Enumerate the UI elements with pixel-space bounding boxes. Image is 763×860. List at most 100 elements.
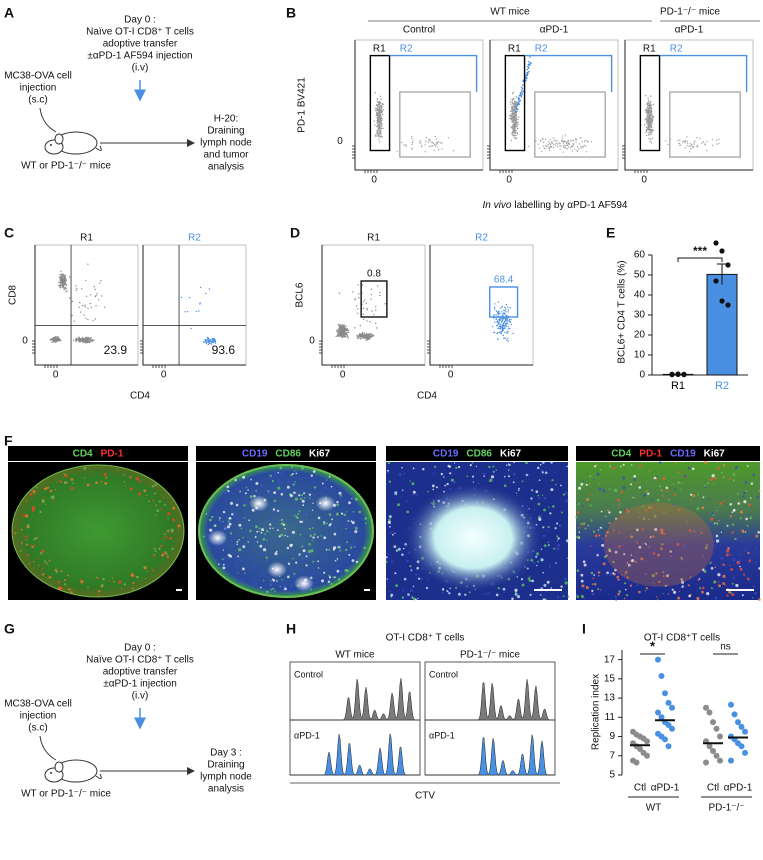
- speckle: [349, 532, 352, 535]
- speckle: [542, 495, 543, 496]
- speckle: [303, 549, 306, 552]
- speckle: [677, 481, 680, 484]
- speckle: [473, 482, 474, 483]
- speckle: [64, 579, 66, 581]
- speckle: [321, 579, 324, 582]
- event-dot: [515, 132, 516, 133]
- speckle: [548, 542, 549, 543]
- speckle: [389, 481, 391, 483]
- plot-title: OT-I CD8⁺ T cells: [386, 633, 465, 644]
- speckle: [747, 525, 749, 527]
- speckle: [301, 467, 304, 470]
- point: [675, 371, 680, 376]
- event-dot: [506, 315, 507, 316]
- speckle: [259, 545, 262, 548]
- axis-label-text: labelling by αPD-1 AF594: [514, 200, 628, 211]
- gate-r2: [660, 56, 747, 92]
- speckle: [699, 587, 701, 589]
- speckle: [696, 597, 699, 600]
- event-dot: [511, 133, 512, 134]
- event-dot: [522, 85, 524, 87]
- speckle: [155, 550, 157, 552]
- speckle: [329, 524, 331, 526]
- speckle: [594, 568, 595, 569]
- speckle: [353, 511, 355, 513]
- histogram: [425, 735, 555, 775]
- event-dot: [58, 282, 59, 283]
- gate-r2: [525, 56, 612, 92]
- speckle: [605, 516, 606, 517]
- event-dot: [514, 119, 515, 120]
- speckle: [147, 571, 148, 572]
- speckle: [295, 506, 297, 508]
- speckle: [577, 524, 579, 526]
- stain-label: Ki67: [704, 449, 726, 460]
- event-dot: [500, 307, 501, 308]
- speckle: [269, 583, 272, 586]
- event-dot: [339, 327, 340, 328]
- event-dot: [364, 335, 365, 336]
- event-dot: [509, 320, 510, 321]
- event-dot: [419, 140, 420, 141]
- speckle: [347, 520, 349, 522]
- speckle: [506, 465, 507, 466]
- speckle: [33, 544, 35, 546]
- event-dot: [436, 139, 437, 140]
- speckle: [625, 589, 627, 591]
- speckle: [650, 499, 652, 501]
- speckle: [484, 593, 486, 595]
- event-dot: [521, 90, 523, 92]
- event-dot: [510, 101, 511, 102]
- protocol-text: Draining: [207, 126, 244, 137]
- speckle: [470, 464, 472, 466]
- speckle: [586, 586, 589, 589]
- event-dot: [694, 142, 695, 143]
- speckle: [294, 470, 295, 471]
- speckle: [276, 491, 277, 492]
- speckle: [713, 580, 716, 583]
- speckle: [132, 588, 134, 590]
- event-dot: [207, 339, 208, 340]
- speckle: [662, 495, 664, 497]
- speckle: [544, 544, 547, 547]
- speckle: [727, 525, 729, 527]
- speckle: [697, 590, 698, 591]
- speckle: [730, 503, 733, 506]
- event-dot: [517, 108, 519, 110]
- speckle: [354, 501, 356, 503]
- event-dot: [63, 279, 64, 280]
- event-dot: [381, 120, 382, 121]
- speckle: [295, 498, 298, 501]
- event-dot: [553, 147, 554, 148]
- speckle: [223, 567, 226, 570]
- speckle: [745, 531, 747, 533]
- speckle: [674, 488, 676, 490]
- event-dot: [378, 139, 379, 140]
- event-dot: [493, 332, 494, 333]
- speckle: [731, 490, 732, 491]
- speckle: [614, 489, 617, 492]
- speckle: [171, 529, 174, 532]
- event-dot: [677, 140, 678, 141]
- speckle: [432, 485, 435, 488]
- speckle: [712, 474, 715, 477]
- speckle: [704, 461, 707, 464]
- speckle: [609, 522, 611, 524]
- speckle: [757, 531, 760, 534]
- speckle: [631, 464, 632, 465]
- gate-neg: [535, 92, 605, 157]
- speckle: [255, 482, 258, 485]
- speckle: [72, 482, 74, 484]
- event-dot: [508, 309, 509, 310]
- speckle: [97, 577, 99, 579]
- event-dot: [515, 138, 516, 139]
- event-dot: [357, 308, 358, 309]
- event-dot: [502, 329, 503, 330]
- y-tick-label: 40: [634, 290, 646, 301]
- event-dot: [686, 145, 687, 146]
- speckle: [567, 596, 569, 598]
- speckle: [354, 546, 356, 548]
- speckle: [565, 581, 568, 584]
- speckle: [55, 489, 56, 490]
- speckle: [237, 572, 238, 573]
